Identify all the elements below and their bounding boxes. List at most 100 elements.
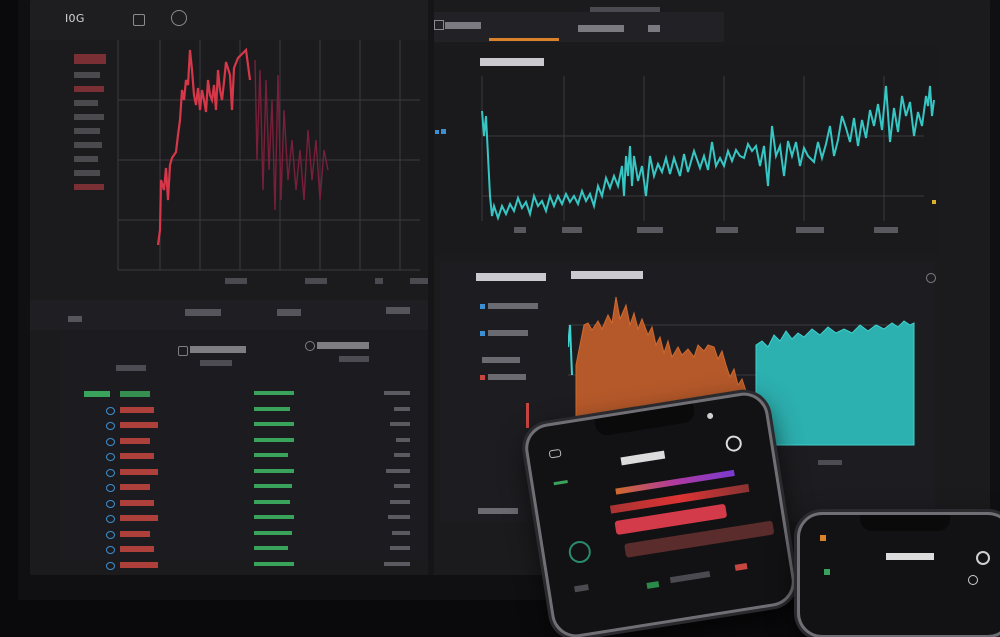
row-name	[120, 422, 158, 428]
tab-label-far[interactable]	[386, 307, 410, 314]
row-change	[392, 530, 410, 535]
phone-2	[800, 515, 1000, 635]
row-icon	[106, 422, 115, 430]
row-change	[386, 468, 410, 473]
refresh-icon[interactable]	[171, 10, 187, 26]
phone-2-notch	[860, 515, 950, 531]
phone-1-active-tab[interactable]	[553, 480, 568, 486]
x-tick-label	[562, 227, 582, 233]
orderbook-row[interactable]	[80, 528, 420, 544]
row-icon	[106, 561, 115, 570]
phone-1-nav-item[interactable]	[574, 584, 589, 593]
row-name	[120, 437, 150, 444]
orderbook-row[interactable]	[80, 559, 420, 575]
orderbook-row[interactable]	[80, 497, 420, 513]
row-change	[390, 422, 410, 426]
row-icon	[106, 453, 115, 461]
orderbook-tab2-icon	[305, 341, 315, 351]
cyan-area	[755, 320, 915, 446]
legend-item	[488, 374, 526, 380]
row-icon	[106, 515, 115, 523]
panel-settings-icon[interactable]	[926, 273, 936, 283]
x-tick-label	[305, 278, 327, 284]
row-change	[390, 499, 410, 504]
row-change	[394, 453, 410, 457]
row-name	[120, 406, 154, 413]
phone-1-title	[620, 450, 666, 466]
orderbook-rows	[80, 388, 420, 574]
row-volume-bar	[254, 530, 292, 535]
orderbook-tab2[interactable]	[317, 342, 369, 349]
phone-2-menu-icon[interactable]	[976, 551, 990, 565]
orderbook-row[interactable]	[80, 512, 420, 528]
monitor-screen: I0G	[30, 0, 990, 575]
tab-tertiary[interactable]	[648, 25, 660, 32]
row-name	[120, 499, 154, 506]
row-change	[384, 561, 410, 566]
tab-secondary[interactable]	[578, 25, 624, 32]
row-icon	[106, 468, 115, 477]
window-icon[interactable]	[133, 14, 145, 26]
panel-divider	[428, 0, 434, 575]
x-tick-label	[637, 227, 663, 233]
column-header	[339, 356, 369, 362]
row-change	[394, 484, 410, 488]
bottom-right-subtitle	[571, 271, 643, 279]
search-icon[interactable]	[724, 434, 743, 453]
tab-label-right[interactable]	[277, 309, 301, 316]
row-icon	[106, 484, 115, 492]
row-prefix	[84, 391, 110, 397]
bottom-right-footer	[478, 508, 518, 514]
orderbook-row[interactable]	[80, 450, 420, 466]
row-volume-bar	[254, 499, 290, 504]
row-change	[388, 515, 410, 519]
phone-1-toggle[interactable]	[567, 539, 593, 565]
left-y-axis-labels	[68, 48, 118, 278]
orderbook-row[interactable]	[80, 466, 420, 482]
row-icon	[106, 406, 115, 415]
grid-icon[interactable]	[434, 20, 444, 30]
row-icon	[106, 530, 115, 539]
row-change	[396, 437, 410, 442]
column-header	[200, 360, 232, 366]
orderbook-row[interactable]	[80, 543, 420, 559]
orderbook-tab1[interactable]	[190, 346, 246, 353]
tab-label-left[interactable]	[68, 316, 82, 322]
orderbook-row[interactable]	[80, 404, 420, 420]
row-volume-bar	[254, 468, 294, 473]
x-tick-label	[410, 278, 430, 284]
legend-item	[482, 357, 520, 363]
x-tick-label	[225, 278, 247, 284]
orderbook-row[interactable]	[80, 435, 420, 451]
phone-1-link-icon[interactable]	[548, 448, 562, 459]
phone-1-row-value	[734, 563, 748, 571]
orderbook-row[interactable]	[80, 419, 420, 435]
legend-marker	[480, 331, 485, 336]
x-tick-label	[874, 227, 898, 233]
orderbook-row[interactable]	[80, 481, 420, 497]
row-name	[120, 561, 158, 568]
phone-1-row-value	[646, 581, 660, 589]
bottom-right-title	[476, 273, 546, 281]
phone-1-row-label	[669, 570, 711, 584]
x-tick-label	[716, 227, 738, 233]
edge-marker	[435, 130, 439, 134]
x-tick-label	[514, 227, 526, 233]
right-chart-cyan-line	[481, 85, 935, 222]
row-name	[120, 468, 158, 475]
legend-item	[488, 330, 528, 336]
row-volume-bar	[254, 422, 294, 426]
right-chart-panel	[434, 46, 939, 254]
tab-active[interactable]	[445, 22, 481, 29]
row-volume-bar	[254, 437, 294, 442]
left-chart-red-line	[156, 47, 329, 246]
x-tick-label	[796, 227, 824, 233]
right-chart-x-ticks	[514, 227, 898, 233]
phone-2-icon[interactable]	[968, 575, 978, 585]
tab-label-center[interactable]	[185, 309, 221, 316]
phone-2-marker	[824, 569, 830, 575]
orderbook-row[interactable]	[80, 388, 420, 404]
left-price-chart	[117, 40, 430, 284]
row-icon	[106, 546, 115, 554]
top-menu-item[interactable]	[590, 7, 660, 12]
